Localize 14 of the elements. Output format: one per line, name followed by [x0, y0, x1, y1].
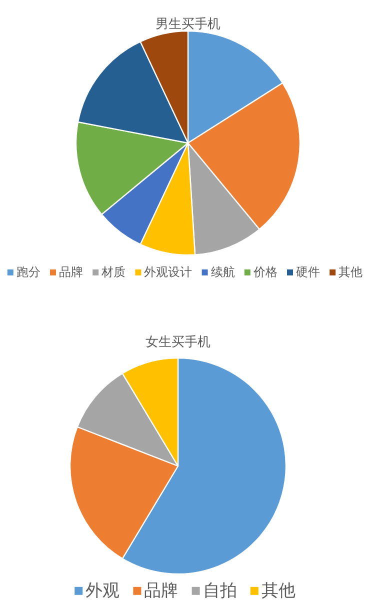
legend-label: 自拍: [202, 581, 237, 600]
legend-label: 续航: [210, 265, 235, 279]
legend-label: 外观设计: [144, 265, 192, 279]
legend-label: 价格: [252, 265, 278, 279]
legend-label: 其他: [261, 581, 296, 600]
chart-title: 男生买手机: [156, 16, 220, 31]
legend-label: 跑分: [16, 265, 40, 279]
legend-label: 硬件: [296, 265, 320, 279]
chart-title: 女生买手机: [146, 334, 210, 349]
legend-label: 品牌: [59, 265, 83, 279]
legend-label: 外观: [86, 581, 120, 600]
legend-label: 品牌: [144, 581, 178, 600]
legend-label: 其他: [338, 265, 363, 279]
legend-label: 材质: [100, 265, 126, 279]
